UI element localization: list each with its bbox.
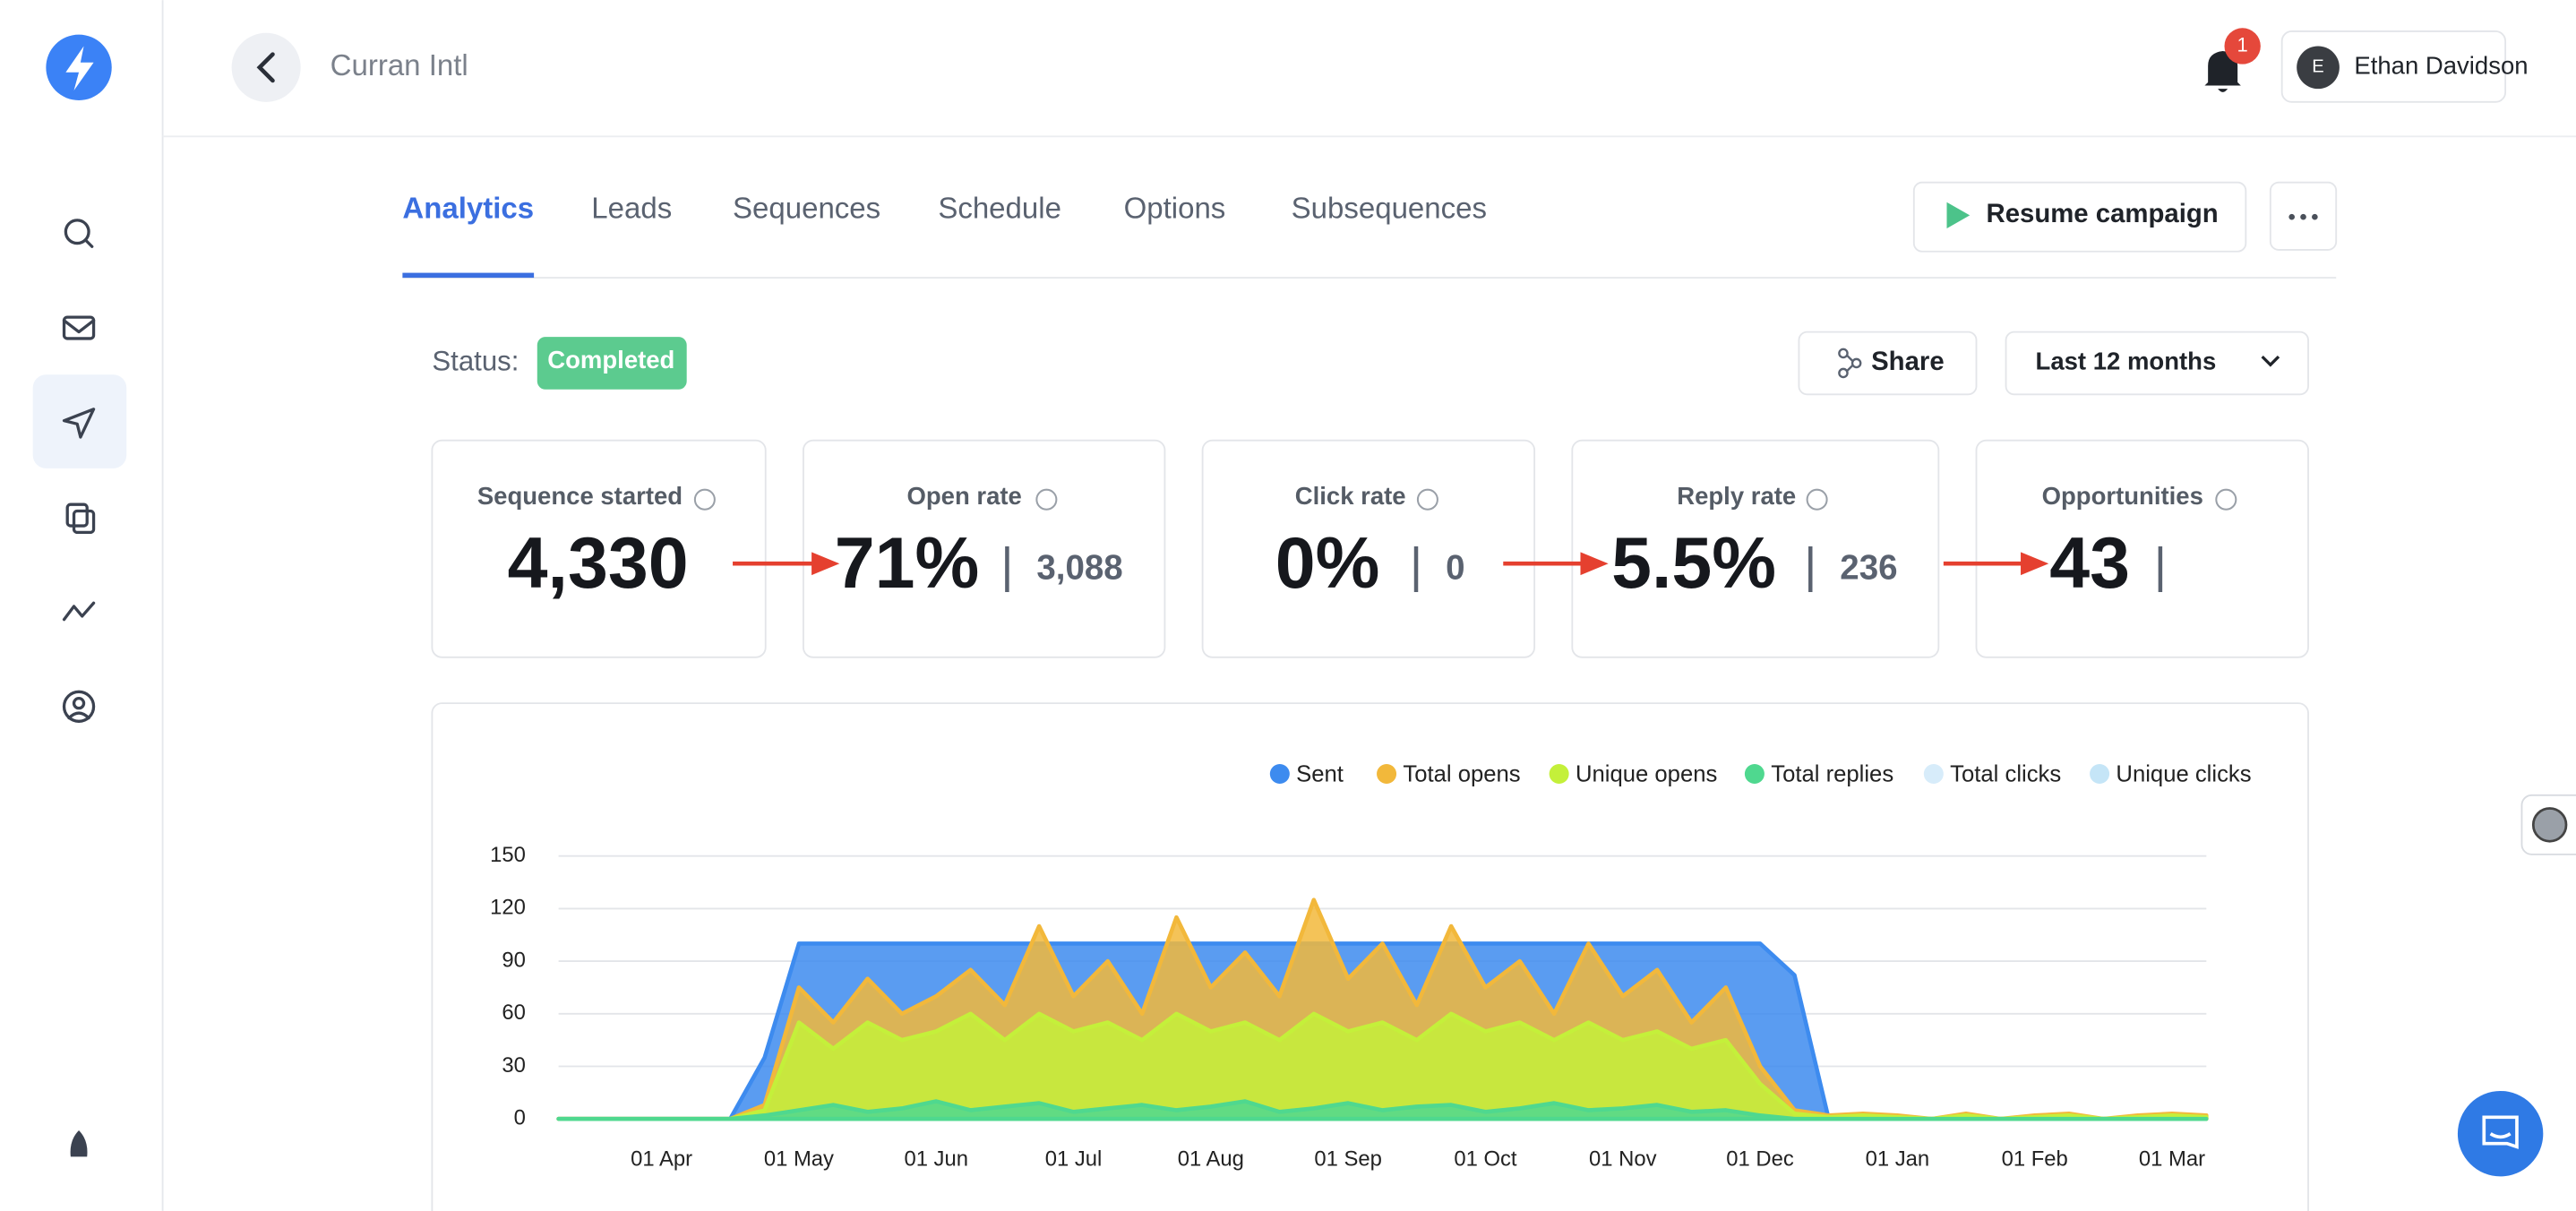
x-tick-label: 01 Jan [1866,1147,1930,1171]
x-tick-label: 01 Mar [2139,1147,2205,1171]
nav-mail[interactable] [62,315,96,340]
range-label: Last 12 months [2036,348,2217,375]
stat-value: 4,330 [508,523,689,604]
nav-analytics[interactable] [62,601,96,622]
svg-text:|: | [1410,537,1422,592]
legend-label: Unique opens [1576,762,1717,787]
user-name: Ethan Davidson [2354,52,2528,80]
nav-account[interactable] [62,690,96,723]
x-tick-label: 01 Apr [631,1147,692,1171]
side-widget[interactable] [2531,807,2568,843]
nav-rocket[interactable] [70,1130,88,1157]
notification-count: 1 [2237,33,2248,56]
status-badge: Completed [547,346,674,374]
svg-text:|: | [1804,537,1816,592]
stat-value: 43 [2049,523,2130,604]
share-button[interactable] [1798,331,1978,396]
svg-text:|: | [2154,537,2167,592]
y-tick-label: 30 [502,1053,526,1078]
resume-button[interactable] [1912,181,2247,253]
stat-value: 71% [835,523,980,604]
x-tick-label: 01 Feb [2002,1147,2068,1171]
stat-value: 0% [1275,523,1380,604]
stat-title: Opportunities [2042,482,2203,510]
legend-label: Sent [1296,762,1344,787]
stat-title: Open rate [906,482,1021,510]
x-tick-label: 01 Jun [904,1147,968,1171]
stat-title: Reply rate [1677,482,1796,510]
tab[interactable]: Sequences [733,192,880,225]
tab[interactable]: Options [1124,192,1226,225]
share-label: Share [1871,347,1945,376]
tab[interactable]: Subsequences [1292,192,1487,225]
range-select[interactable] [2005,331,2309,396]
legend-swatch [1269,763,1290,785]
x-tick-label: 01 Dec [1726,1147,1794,1171]
tab[interactable]: Schedule [938,192,1061,225]
tab[interactable]: Leads [591,192,672,225]
stat-title: Click rate [1295,482,1406,510]
x-tick-label: 01 Nov [1589,1147,1657,1171]
y-tick-label: 0 [514,1105,526,1129]
legend-swatch [1549,763,1569,785]
notifications[interactable] [2204,50,2241,92]
chart: 0 30 60 90 120 150 01 Apr 01 May 01 Jun 01 Jul 01 … [490,762,2251,1172]
back-button[interactable] [231,32,301,102]
x-tick-label: 01 Aug [1178,1147,1244,1171]
stat-title: Sequence started [477,482,683,510]
nav-search[interactable] [64,219,94,248]
legend-swatch [1744,763,1765,785]
tab[interactable]: Analytics [402,192,534,225]
svg-text:|: | [1000,537,1013,592]
area [556,1099,2209,1121]
y-tick-label: 90 [502,948,526,972]
x-tick-label: 01 Jul [1045,1147,1103,1171]
x-tick-label: 01 May [764,1147,834,1171]
stat-value: 5.5% [1611,523,1776,604]
legend-swatch [1923,763,1944,785]
y-tick-label: 150 [490,843,526,867]
resume-label: Resume campaign [1987,199,2219,228]
user-menu[interactable] [2280,30,2507,103]
stat-count: 3,088 [1036,549,1122,588]
legend-label: Total replies [1771,762,1893,787]
user-initial: E [2312,57,2323,77]
legend-swatch [2090,763,2110,785]
stat-count: 0 [1446,549,1464,588]
nav-templates[interactable] [65,502,96,535]
campaign-title: Curran Intl [331,48,468,82]
chat-button[interactable] [2457,1091,2544,1177]
y-tick-label: 120 [490,896,526,920]
x-tick-label: 01 Sep [1314,1147,1382,1171]
legend-label: Unique clicks [2116,762,2251,787]
legend-label: Total clicks [1950,762,2061,787]
y-tick-label: 60 [502,1001,526,1025]
legend-swatch [1377,763,1397,785]
nav-campaigns[interactable] [62,408,96,439]
stat-count: 236 [1840,549,1897,588]
x-tick-label: 01 Oct [1454,1147,1517,1171]
status-label: Status: [432,346,519,377]
legend-label: Total opens [1403,762,1520,787]
